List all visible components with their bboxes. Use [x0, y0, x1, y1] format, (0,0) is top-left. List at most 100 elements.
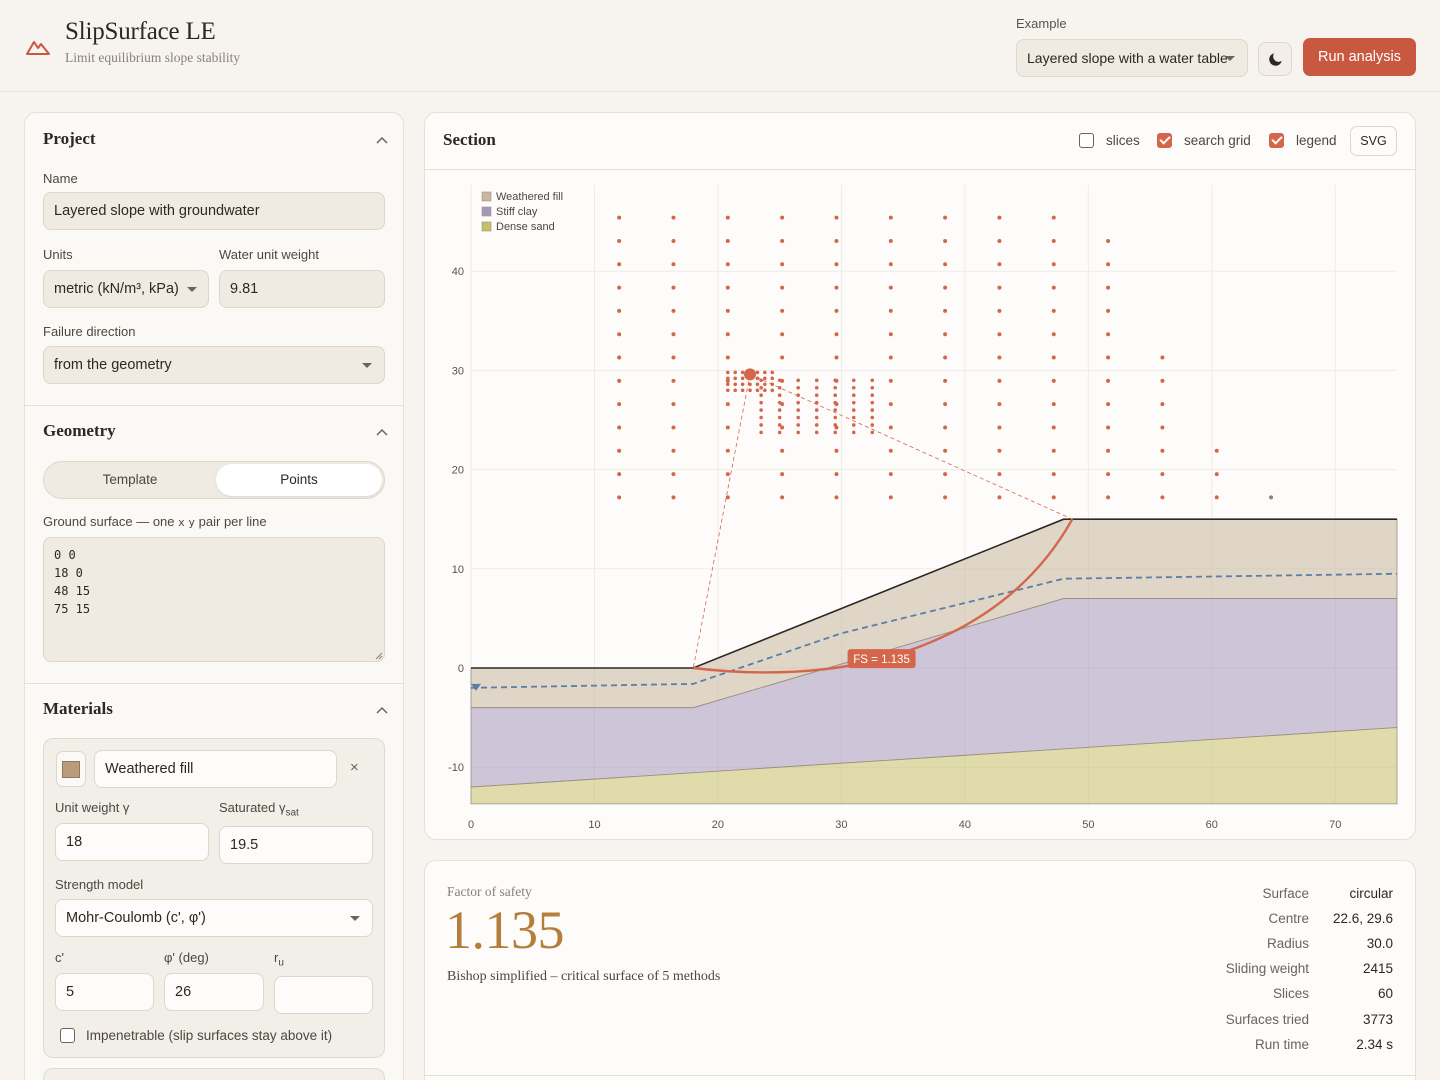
search-grid-point	[671, 215, 676, 220]
search-grid-point	[888, 495, 893, 500]
search-grid-point	[888, 355, 893, 360]
material-name-input[interactable]: Weathered fill	[94, 750, 337, 788]
export-svg-button[interactable]: SVG	[1350, 126, 1397, 156]
chevron-up-icon[interactable]	[376, 428, 388, 436]
search-grid-point	[796, 423, 800, 427]
x-tick-label: 70	[1329, 819, 1341, 831]
search-grid-point	[1160, 378, 1165, 383]
friction-angle-input[interactable]: 26	[164, 973, 264, 1011]
search-grid-point	[814, 408, 819, 412]
search-grid-point	[943, 215, 948, 220]
search-grid-point	[833, 423, 838, 427]
search-grid-point	[943, 495, 948, 500]
x-tick-label: 10	[588, 819, 600, 831]
search-grid-point	[777, 378, 782, 383]
soil-layer	[470, 727, 1398, 805]
stat-key: Slices	[1272, 986, 1309, 1001]
search-grid-point	[851, 423, 856, 427]
search-grid-point	[617, 378, 622, 383]
legend-label: Weathered fill	[496, 191, 563, 203]
project-name-input[interactable]: Layered slope with groundwater	[43, 192, 385, 230]
section-divider	[25, 683, 403, 684]
tab-points[interactable]: Points	[216, 464, 382, 496]
search-grid-point	[671, 472, 676, 477]
stat-key: Radius	[1266, 936, 1309, 951]
search-grid-point	[943, 425, 948, 430]
stat-value: 3773	[1362, 1012, 1393, 1027]
search-grid-point	[726, 388, 730, 393]
search-grid-point	[888, 425, 893, 430]
search-grid-point	[1214, 495, 1219, 500]
search-grid-point	[725, 215, 730, 220]
search-grid-point	[833, 415, 838, 420]
search-grid-point	[770, 370, 775, 375]
search-grid-point	[671, 262, 676, 267]
chevron-down-icon	[350, 916, 360, 921]
search-grid-point	[943, 355, 948, 360]
search-grid-point	[888, 448, 893, 453]
search-grid-point	[1106, 425, 1111, 430]
search-grid-point	[1106, 238, 1111, 243]
search-grid-point	[1106, 355, 1111, 360]
search-grid-point	[1160, 425, 1165, 430]
search-grid-point	[834, 448, 839, 453]
water-unit-weight-input[interactable]: 9.81	[219, 270, 385, 308]
search-grid-checkbox[interactable]	[1157, 133, 1172, 148]
search-grid-point	[780, 332, 785, 337]
search-grid-point	[1269, 495, 1274, 500]
search-grid-point	[777, 423, 782, 427]
strength-model-select[interactable]: Mohr-Coulomb (c', φ')	[55, 899, 373, 937]
search-grid-point	[870, 400, 875, 405]
material-color-button[interactable]	[56, 751, 86, 787]
search-grid-point	[943, 262, 948, 267]
impenetrable-checkbox[interactable]	[60, 1028, 75, 1043]
search-grid-point	[870, 385, 875, 390]
search-grid-point	[725, 355, 730, 360]
theme-toggle-button[interactable]	[1258, 42, 1292, 76]
search-grid-point	[1051, 332, 1056, 337]
units-select[interactable]: metric (kN/m³, kPa)	[43, 270, 209, 308]
search-grid-point	[943, 308, 948, 313]
search-grid-point	[833, 393, 838, 397]
name-label: Name	[43, 171, 78, 186]
search-grid-point	[1106, 308, 1111, 313]
factor-of-safety-label: Factor of safety	[447, 884, 532, 899]
legend-swatch	[481, 221, 492, 232]
saturated-weight-input[interactable]: 19.5	[219, 826, 373, 864]
search-grid-point	[617, 308, 622, 313]
search-grid-point	[759, 385, 763, 390]
stat-value: 60	[1377, 986, 1393, 1001]
search-grid-point	[1051, 378, 1056, 383]
tab-template[interactable]: Template	[102, 472, 158, 487]
run-analysis-button[interactable]: Run analysis	[1303, 38, 1416, 76]
resize-handle-icon[interactable]	[375, 652, 383, 660]
ground-surface-textarea[interactable]: 0 0 18 0 48 15 75 15	[43, 537, 385, 662]
slices-label: slices	[1106, 133, 1140, 148]
pore-ratio-input[interactable]	[274, 976, 373, 1014]
chevron-down-icon	[187, 287, 197, 292]
search-grid-point	[780, 285, 785, 290]
legend-swatch	[481, 191, 492, 202]
search-grid-point	[780, 215, 785, 220]
remove-material-icon[interactable]: ×	[350, 759, 359, 776]
search-grid-point	[617, 495, 622, 500]
search-grid-point	[617, 332, 622, 337]
search-grid-point	[888, 378, 893, 383]
search-grid-point	[755, 370, 760, 375]
failure-direction-select[interactable]: from the geometry	[43, 346, 385, 384]
section-plot[interactable]: FS = 1.135 0 10 20 30 40 50 60 70 -10 0 10 20 30 40 W…	[425, 170, 1415, 840]
search-grid-point	[777, 385, 782, 390]
search-grid-point	[834, 332, 839, 337]
slices-checkbox[interactable]	[1079, 133, 1094, 148]
search-grid-point	[814, 385, 819, 390]
chevron-up-icon[interactable]	[376, 136, 388, 144]
search-grid-point	[796, 385, 800, 390]
unit-weight-input[interactable]: 18	[55, 823, 209, 861]
example-select[interactable]: Layered slope with a water table	[1016, 39, 1248, 77]
cohesion-input[interactable]: 5	[55, 973, 154, 1011]
chevron-up-icon[interactable]	[376, 706, 388, 714]
search-grid-point	[997, 378, 1002, 383]
search-grid-point	[997, 332, 1002, 337]
search-grid-point	[725, 495, 730, 500]
legend-checkbox[interactable]	[1269, 133, 1284, 148]
